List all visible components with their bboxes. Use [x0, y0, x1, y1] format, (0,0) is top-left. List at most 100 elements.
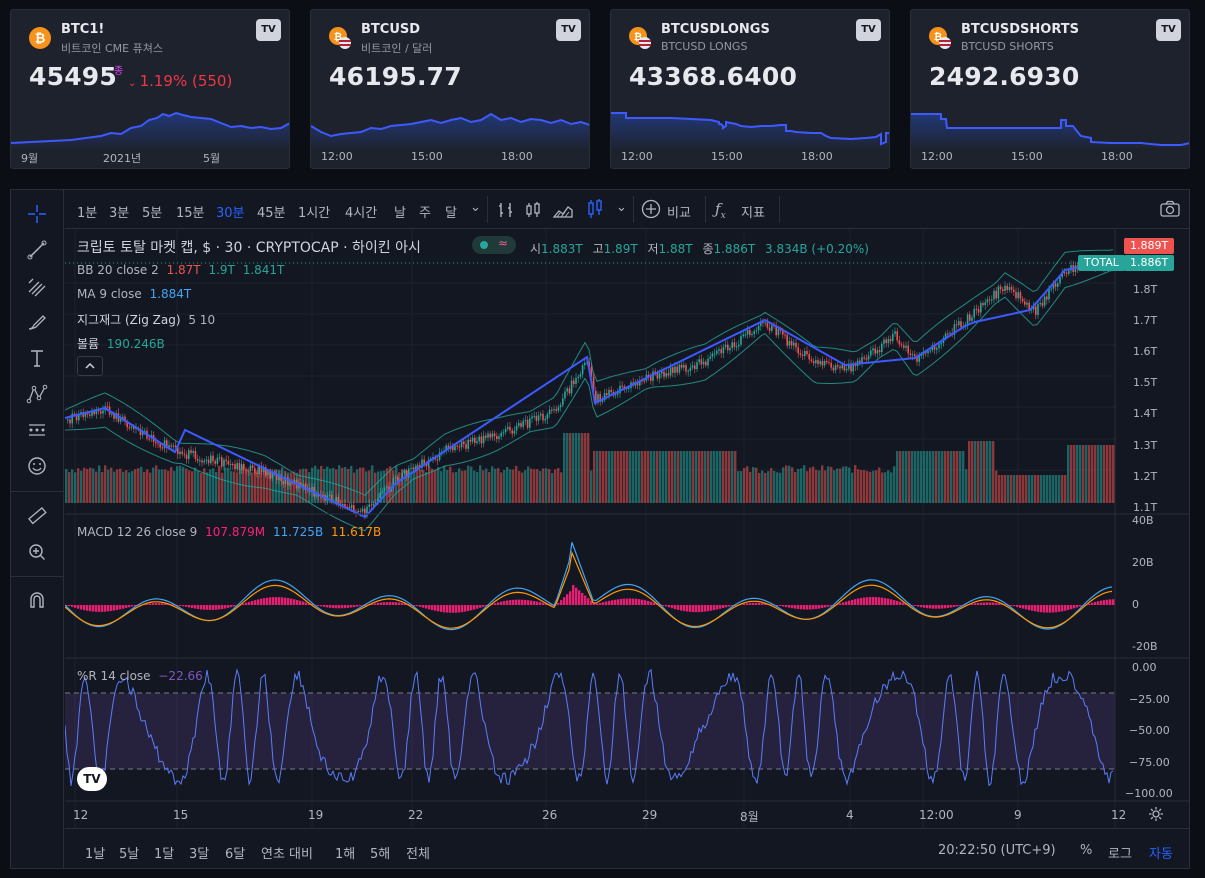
- text-tool-icon[interactable]: [23, 344, 51, 372]
- toggle-percent[interactable]: %: [1080, 843, 1093, 858]
- range-3m[interactable]: 3달: [189, 847, 210, 862]
- axis-settings-gear-icon[interactable]: [1148, 806, 1164, 822]
- macd-axis-label[interactable]: 40B: [1132, 514, 1154, 527]
- clock[interactable]: 20:22:50 (UTC+9): [938, 843, 1056, 858]
- timeframe-day[interactable]: 날: [394, 206, 406, 221]
- wr-axis-label[interactable]: −25.00: [1129, 693, 1170, 706]
- timeframe-30m[interactable]: 30분: [216, 206, 245, 221]
- range-1y[interactable]: 1해: [335, 847, 356, 862]
- chart-plot[interactable]: [65, 230, 1190, 828]
- timeframe-5m[interactable]: 5분: [142, 206, 163, 221]
- tradingview-logo-icon[interactable]: TV: [856, 19, 881, 41]
- ruler-icon[interactable]: [23, 502, 51, 530]
- toggle-log[interactable]: 로그: [1108, 847, 1132, 862]
- fib-tool-icon[interactable]: [23, 272, 51, 300]
- time-axis-label[interactable]: 26: [542, 808, 558, 822]
- range-1m[interactable]: 1달: [154, 847, 175, 862]
- ticker-card-btcusdlongs[interactable]: ₿ BTCUSDLONGS BTCUSD LONGS 43368.6400 TV…: [610, 9, 890, 169]
- time-axis-label[interactable]: 12: [1111, 808, 1127, 822]
- magnet-icon[interactable]: [23, 586, 51, 614]
- macd-axis-label[interactable]: 20B: [1132, 556, 1154, 569]
- timeframe-1m[interactable]: 1분: [77, 206, 98, 221]
- range-5y[interactable]: 5해: [370, 847, 391, 862]
- time-axis-label[interactable]: 9: [1014, 808, 1022, 822]
- range-6m[interactable]: 6달: [225, 847, 246, 862]
- indicators-button[interactable]: 지표: [741, 206, 765, 221]
- price-axis-label[interactable]: 1.5T: [1133, 376, 1158, 389]
- range-5d[interactable]: 5날: [119, 847, 140, 862]
- compare-plus-icon[interactable]: [641, 199, 661, 219]
- ticker-card-btcusdshorts[interactable]: ₿ BTCUSDSHORTS BTCUSD SHORTS 2492.6930 T…: [910, 9, 1190, 169]
- macd-axis-label[interactable]: -20B: [1132, 640, 1158, 653]
- time-axis-label[interactable]: 4: [846, 808, 854, 822]
- time-axis-label[interactable]: 15: [173, 808, 189, 822]
- zigzag-legend[interactable]: 지그재그 (Zig Zag) 5 10: [77, 311, 215, 328]
- area-chart-type-icon[interactable]: [552, 200, 574, 220]
- timeframe-1h[interactable]: 1시간: [298, 206, 331, 221]
- timeframe-15m[interactable]: 15분: [176, 206, 205, 221]
- macd-axis-label[interactable]: 0: [1132, 598, 1139, 611]
- timeframe-week[interactable]: 주: [419, 206, 431, 221]
- time-axis-label[interactable]: 29: [642, 808, 658, 822]
- forecast-tool-icon[interactable]: [23, 416, 51, 444]
- wr-axis-label[interactable]: 0.00: [1132, 661, 1157, 674]
- timeframe-month[interactable]: 달: [445, 206, 457, 221]
- price-axis-label[interactable]: 1.3T: [1133, 439, 1158, 452]
- open-value: 1.883T: [541, 242, 583, 256]
- market-status-indicator[interactable]: ≈: [472, 236, 516, 254]
- change-value: 3.834B (+0.20%): [765, 242, 869, 256]
- time-axis-label[interactable]: 12:00: [919, 808, 954, 822]
- drawing-toolbar: [11, 190, 64, 868]
- compare-button[interactable]: 비교: [667, 206, 691, 221]
- pattern-tool-icon[interactable]: [23, 380, 51, 408]
- collapse-legend-button[interactable]: [77, 356, 103, 376]
- brush-icon[interactable]: [23, 308, 51, 336]
- wr-legend[interactable]: %R 14 close −22.66: [77, 669, 203, 683]
- price-axis-label[interactable]: 1.4T: [1133, 407, 1158, 420]
- trend-line-icon[interactable]: [23, 236, 51, 264]
- ticker-symbol: BTCUSD: [361, 22, 421, 37]
- camera-icon[interactable]: [1159, 199, 1181, 219]
- ticker-card-btcusd[interactable]: ₿ BTCUSD 비트코인 / 달러 46195.77 TV 12:00 15:…: [310, 9, 590, 169]
- tradingview-watermark-icon[interactable]: TV: [77, 767, 107, 791]
- toggle-auto[interactable]: 자동: [1149, 847, 1173, 862]
- time-axis-label[interactable]: 8월: [740, 810, 759, 824]
- wr-axis-label[interactable]: −50.00: [1129, 724, 1170, 737]
- range-1d[interactable]: 1날: [85, 847, 106, 862]
- tradingview-logo-icon[interactable]: TV: [256, 19, 281, 41]
- macd-legend[interactable]: MACD 12 26 close 9 107.879M 11.725B 11.6…: [77, 525, 381, 539]
- price-axis-label[interactable]: 1.1T: [1133, 501, 1158, 514]
- range-ytd[interactable]: 연초 대비: [261, 847, 313, 862]
- bb-legend[interactable]: BB 20 close 2 1.87T 1.9T 1.841T: [77, 263, 284, 277]
- timeframe-45m[interactable]: 45분: [257, 206, 286, 221]
- time-axis-label[interactable]: 19: [308, 808, 324, 822]
- chart-title[interactable]: 크립토 토탈 마켓 캡, $ · 30 · CRYPTOCAP · 하이킨 아시: [77, 240, 421, 256]
- price-axis-label[interactable]: 1.7T: [1133, 314, 1158, 327]
- emoji-icon[interactable]: [23, 452, 51, 480]
- heikin-ashi-chart-type-icon[interactable]: [585, 198, 605, 220]
- time-axis-label[interactable]: 12: [73, 808, 89, 822]
- wr-axis-label[interactable]: −75.00: [1129, 756, 1170, 769]
- price-axis-label[interactable]: 1.2T: [1133, 470, 1158, 483]
- chart-type-dropdown-chevron-icon[interactable]: ⌄: [616, 200, 627, 215]
- fx-icon[interactable]: ƒx: [715, 200, 726, 221]
- range-all[interactable]: 전체: [406, 847, 430, 862]
- timeframe-dropdown-chevron-icon[interactable]: ⌄: [470, 200, 481, 215]
- crosshair-icon[interactable]: [23, 200, 51, 228]
- tradingview-logo-icon[interactable]: TV: [1156, 19, 1181, 41]
- x-label: 12:00: [921, 150, 953, 163]
- price-axis-label[interactable]: 1.6T: [1133, 345, 1158, 358]
- bar-chart-type-icon[interactable]: [496, 200, 516, 220]
- timeframe-3m[interactable]: 3분: [109, 206, 130, 221]
- volume-legend[interactable]: 볼륨 190.246B: [77, 335, 165, 352]
- low-label: 저: [647, 242, 659, 256]
- ticker-card-btc1[interactable]: ₿ BTC1! 비트코인 CME 퓨쳐스 45495 종 ⌄ 1.19% (55…: [10, 9, 290, 169]
- tradingview-logo-icon[interactable]: TV: [556, 19, 581, 41]
- candle-chart-type-icon[interactable]: [523, 200, 543, 220]
- timeframe-4h[interactable]: 4시간: [345, 206, 378, 221]
- time-axis-label[interactable]: 22: [408, 808, 424, 822]
- ma-legend[interactable]: MA 9 close 1.884T: [77, 287, 191, 301]
- price-axis-label[interactable]: 1.8T: [1133, 283, 1158, 296]
- wr-axis-label[interactable]: −100.00: [1125, 787, 1173, 800]
- zoom-in-icon[interactable]: [23, 538, 51, 566]
